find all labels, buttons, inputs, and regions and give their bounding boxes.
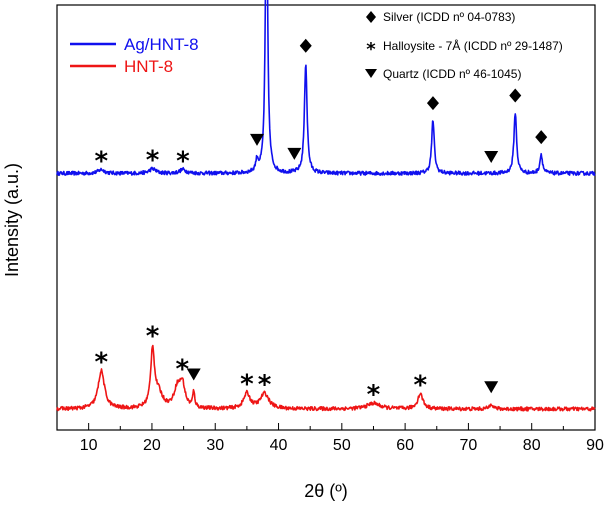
diamond-icon bbox=[509, 88, 522, 103]
triangle-down-icon bbox=[186, 368, 201, 381]
x-axis-title: 2θ (º) bbox=[304, 481, 348, 501]
x-tick-label: 90 bbox=[586, 437, 604, 454]
x-tick-label: 80 bbox=[523, 437, 541, 454]
star-icon: * bbox=[176, 355, 190, 385]
x-tick-label: 40 bbox=[270, 437, 288, 454]
triangle-down-icon bbox=[250, 133, 265, 146]
curves-layer bbox=[56, 0, 596, 412]
diamond-icon bbox=[299, 38, 312, 53]
phase-legend: Silver (ICDD nº 04-0783) * Halloysite - … bbox=[365, 10, 563, 81]
phase-legend-quartz: Quartz (ICDD nº 46-1045) bbox=[383, 67, 521, 81]
star-icon: * bbox=[367, 380, 381, 410]
star-icon: * bbox=[146, 321, 160, 351]
x-axis-ticks: 10 20 30 40 50 60 70 80 90 bbox=[56, 423, 604, 454]
star-icon: * bbox=[366, 39, 376, 60]
triangle-down-icon bbox=[484, 381, 499, 394]
markers-layer: * * **** * * * * bbox=[95, 38, 548, 410]
x-tick-label: 70 bbox=[460, 437, 478, 454]
x-tick-label: 20 bbox=[143, 437, 161, 454]
series-legend: Ag/HNT-8 HNT-8 bbox=[70, 35, 199, 76]
x-tick-label: 60 bbox=[396, 437, 414, 454]
plot-area: * * **** * * * * 10 20 30 40 50 60 70 80 90 bbox=[56, 0, 604, 454]
diamond-icon bbox=[426, 96, 439, 111]
x-tick-label: 50 bbox=[333, 437, 351, 454]
star-icon: * bbox=[258, 370, 272, 400]
x-tick-label: 10 bbox=[80, 437, 98, 454]
diamond-icon bbox=[535, 130, 548, 145]
star-icon: * bbox=[414, 371, 428, 401]
phase-legend-halloysite: Halloysite - 7Å (ICDD nº 29-1487) bbox=[383, 38, 563, 53]
star-icon: * bbox=[240, 369, 254, 399]
plot-frame bbox=[56, 4, 596, 431]
legend-label-hnt-8: HNT-8 bbox=[124, 57, 173, 76]
diamond-icon bbox=[366, 11, 376, 23]
star-icon: * bbox=[95, 348, 109, 378]
star-icon: * bbox=[176, 146, 190, 176]
series-line-ag-hnt-8 bbox=[56, 0, 596, 176]
x-tick-label: 30 bbox=[206, 437, 224, 454]
series-line-hnt-8 bbox=[56, 344, 596, 412]
phase-legend-silver: Silver (ICDD nº 04-0783) bbox=[383, 10, 515, 24]
triangle-down-icon bbox=[484, 151, 499, 164]
legend-label-ag-hnt-8: Ag/HNT-8 bbox=[124, 35, 199, 54]
y-axis-title: Intensity (a.u.) bbox=[2, 163, 22, 277]
star-icon: * bbox=[146, 146, 160, 176]
triangle-down-icon bbox=[287, 147, 302, 160]
star-icon: * bbox=[95, 147, 109, 177]
triangle-down-icon bbox=[365, 69, 377, 78]
